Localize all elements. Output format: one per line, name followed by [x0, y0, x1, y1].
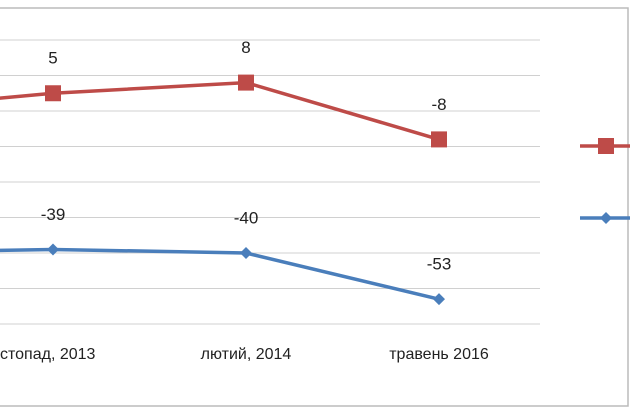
- series-line: [0, 247, 440, 301]
- chart-frame: [0, 7, 629, 407]
- marker: [240, 247, 252, 259]
- x-tick-label: лютий, 2014: [201, 346, 292, 363]
- data-label: -53: [427, 255, 452, 274]
- x-tick-label: травень 2016: [389, 346, 489, 363]
- legend-marker: [600, 212, 612, 224]
- data-label: 5: [48, 49, 57, 68]
- legend-marker: [598, 138, 614, 154]
- marker: [433, 293, 445, 306]
- data-label: -39: [41, 205, 66, 224]
- series-line: [0, 80, 440, 142]
- data-label: -40: [234, 208, 259, 227]
- marker: [47, 243, 59, 256]
- marker: [238, 74, 254, 91]
- marker: [431, 131, 447, 148]
- marker: [45, 85, 61, 102]
- data-label: -8: [431, 95, 446, 114]
- data-label: 8: [241, 38, 250, 57]
- x-tick-label: стопад, 2013: [0, 346, 96, 363]
